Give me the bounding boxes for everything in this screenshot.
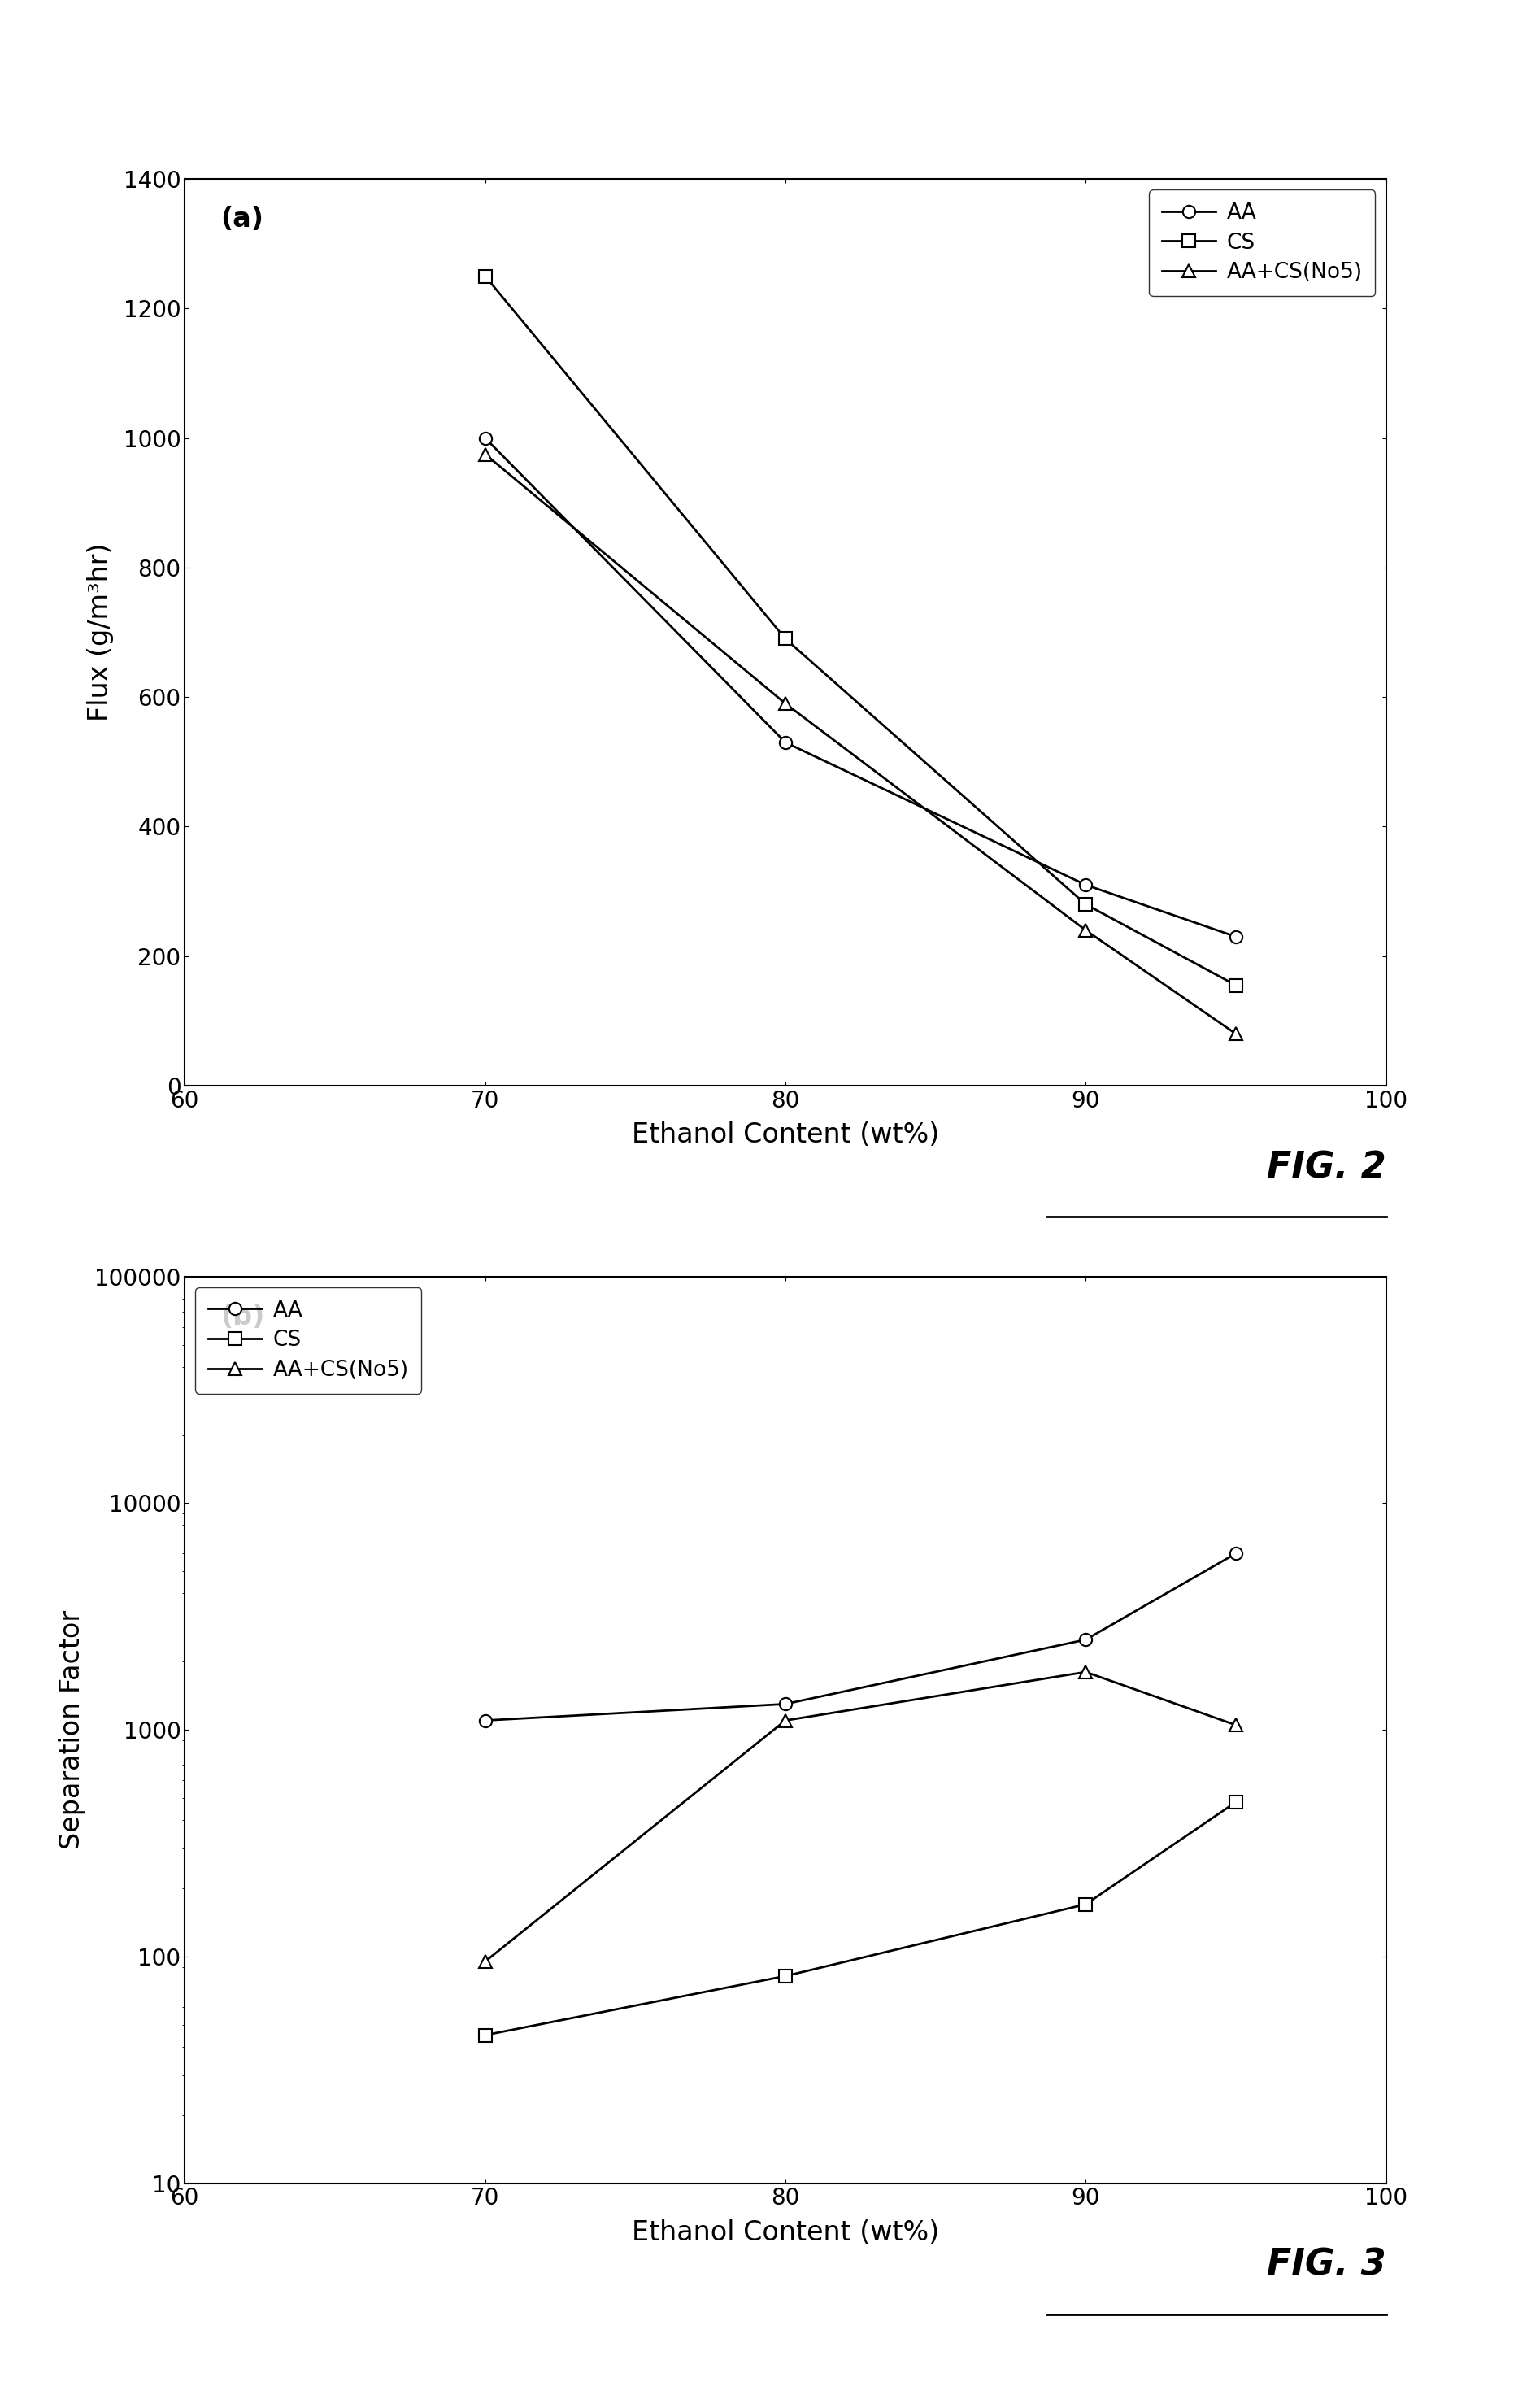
Text: FIG. 2: FIG. 2 <box>1267 1150 1386 1186</box>
AA <box>776 1689 795 1718</box>
Legend: AA, CS, AA+CS(No5): AA, CS, AA+CS(No5) <box>1149 188 1375 296</box>
CS <box>1076 1890 1095 1918</box>
X-axis label: Ethanol Content (wt%): Ethanol Content (wt%) <box>631 1121 939 1148</box>
Line: CS: CS <box>479 270 1243 993</box>
CS <box>476 2021 494 2050</box>
AA <box>476 1706 494 1735</box>
CS <box>1226 971 1244 1000</box>
AA+CS(No5) <box>1226 1019 1244 1047</box>
AA+CS(No5) <box>776 1706 795 1735</box>
AA <box>1076 1625 1095 1653</box>
AA+CS(No5) <box>1226 1711 1244 1739</box>
Text: FIG. 3: FIG. 3 <box>1267 2248 1386 2283</box>
Line: CS: CS <box>479 1797 1243 2042</box>
CS <box>776 625 795 654</box>
Line: AA+CS(No5): AA+CS(No5) <box>479 449 1243 1040</box>
CS <box>1076 890 1095 919</box>
Text: (b): (b) <box>220 1303 265 1331</box>
Line: AA: AA <box>479 432 1243 942</box>
Text: (a): (a) <box>220 205 263 234</box>
CS <box>1226 1787 1244 1816</box>
Line: AA: AA <box>479 1546 1243 1727</box>
AA+CS(No5) <box>1076 916 1095 945</box>
Legend: AA, CS, AA+CS(No5): AA, CS, AA+CS(No5) <box>196 1286 422 1393</box>
Y-axis label: Flux (g/m³hr): Flux (g/m³hr) <box>88 544 114 721</box>
Line: AA+CS(No5): AA+CS(No5) <box>479 1665 1243 1968</box>
AA <box>1226 1539 1244 1568</box>
CS <box>476 262 494 291</box>
CS <box>776 1961 795 1990</box>
AA+CS(No5) <box>776 690 795 718</box>
AA+CS(No5) <box>476 1947 494 1976</box>
AA <box>776 728 795 756</box>
AA <box>476 425 494 453</box>
AA+CS(No5) <box>1076 1658 1095 1687</box>
AA <box>1076 871 1095 900</box>
AA <box>1226 923 1244 952</box>
AA+CS(No5) <box>476 439 494 468</box>
Y-axis label: Separation Factor: Separation Factor <box>59 1611 85 1849</box>
X-axis label: Ethanol Content (wt%): Ethanol Content (wt%) <box>631 2219 939 2245</box>
